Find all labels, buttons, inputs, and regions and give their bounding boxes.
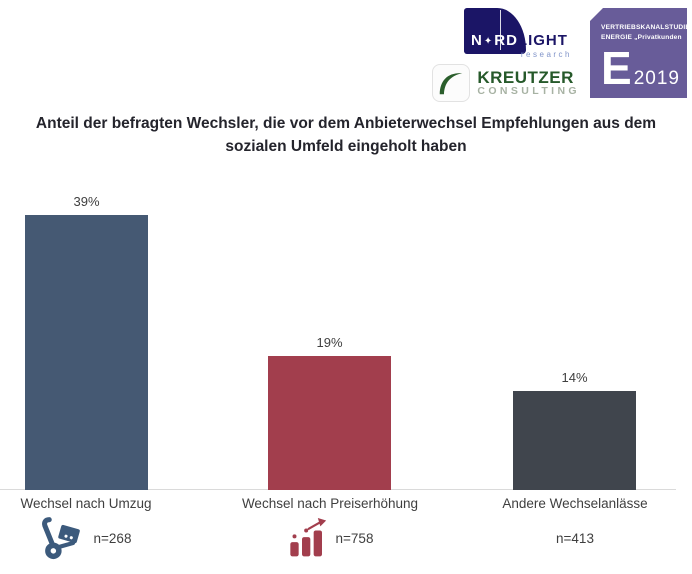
badge-letter: E bbox=[601, 41, 632, 94]
bar-1 bbox=[268, 356, 391, 490]
sample-size: n=413 bbox=[556, 530, 594, 546]
nordlight-logo: N ✦ RD LIGHT research bbox=[462, 8, 576, 62]
bar-2 bbox=[513, 391, 636, 490]
sample-size: n=758 bbox=[335, 530, 374, 546]
badge-year: 2019 bbox=[633, 67, 680, 89]
category-group-andere: Andere Wechselanlässe n=413 bbox=[450, 496, 692, 561]
nordlight-wordmark: N ✦ RD LIGHT bbox=[471, 32, 568, 49]
study-badge: VERTRIEBSKANALSTUDIE ENERGIE „Privatkund… bbox=[590, 8, 690, 98]
nordlight-light: LIGHT bbox=[517, 32, 568, 49]
nordlight-n: N bbox=[471, 32, 483, 49]
hand-truck-icon bbox=[41, 515, 85, 561]
bar-0 bbox=[25, 215, 148, 490]
kreutzer-subtitle: CONSULTING bbox=[477, 85, 580, 98]
category-label: Wechsel nach Umzug bbox=[20, 496, 152, 511]
value-label-2: 14% bbox=[561, 370, 588, 385]
nordlight-tagline: research bbox=[520, 50, 572, 59]
kreutzer-leaf-icon bbox=[432, 64, 471, 102]
star-icon: ✦ bbox=[483, 36, 494, 47]
chart-title: Anteil der befragten Wechsler, die vor d… bbox=[35, 115, 657, 156]
category-group-preiserhoehung: Wechsel nach Preiserhöhung n=758 bbox=[205, 496, 455, 561]
kreutzer-logo: KREUTZER CONSULTING bbox=[432, 64, 580, 102]
value-label-1: 19% bbox=[316, 335, 343, 350]
nordlight-rd: RD bbox=[494, 32, 518, 49]
badge-line2: ENERGIE „Privatkunden bbox=[601, 33, 682, 41]
category-group-umzug: Wechsel nach Umzug n=268 bbox=[0, 496, 211, 561]
kreutzer-name: KREUTZER bbox=[477, 67, 574, 87]
light-ray-icon bbox=[500, 10, 501, 50]
sample-size: n=268 bbox=[93, 530, 132, 546]
value-label-0: 39% bbox=[73, 194, 100, 209]
badge-line1: VERTRIEBSKANALSTUDIE bbox=[601, 24, 690, 31]
rising-bars-icon bbox=[287, 517, 327, 559]
category-label: Wechsel nach Preiserhöhung bbox=[241, 496, 419, 511]
badge-fold-corner-icon bbox=[590, 8, 603, 21]
category-label: Andere Wechselanlässe bbox=[502, 496, 648, 511]
